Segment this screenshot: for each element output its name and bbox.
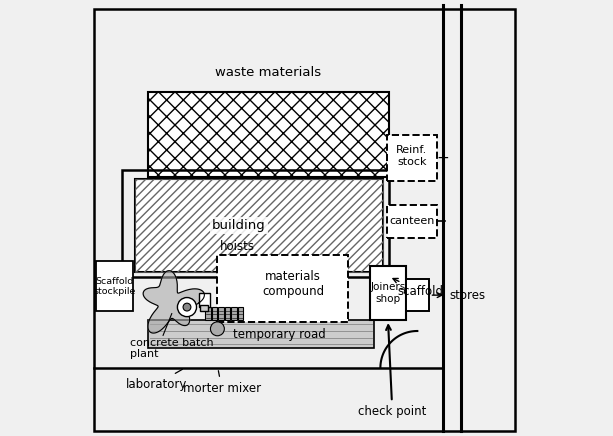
Bar [205, 307, 211, 320]
Bar [199, 293, 210, 307]
Text: laboratory: laboratory [126, 369, 187, 391]
Bar [148, 92, 389, 177]
Text: materials
compound: materials compound [262, 270, 324, 298]
Polygon shape [143, 271, 204, 333]
Text: stores: stores [432, 289, 485, 302]
Circle shape [177, 297, 197, 317]
Text: Scaffold
stockpile: Scaffold stockpile [93, 277, 135, 296]
Text: canteen: canteen [389, 216, 435, 226]
Circle shape [210, 322, 224, 336]
Text: check point: check point [358, 325, 427, 418]
Bar [218, 255, 348, 322]
Bar [135, 179, 383, 272]
Bar [135, 179, 383, 272]
Circle shape [183, 303, 191, 311]
Bar [238, 307, 243, 320]
Bar [200, 305, 208, 311]
Bar [225, 307, 230, 320]
Text: temporary road: temporary road [232, 328, 326, 341]
Text: building: building [212, 219, 266, 232]
Text: +: + [436, 151, 449, 166]
Bar [122, 170, 389, 277]
Text: hoists: hoists [219, 240, 254, 253]
Bar [387, 205, 437, 238]
Bar [231, 307, 237, 320]
Bar [218, 307, 224, 320]
Bar [387, 136, 437, 181]
Text: morter mixer: morter mixer [183, 371, 261, 395]
Bar [148, 92, 389, 177]
Bar [148, 320, 374, 348]
Text: waste materials: waste materials [215, 66, 322, 79]
Text: Reinf.
stock: Reinf. stock [396, 145, 427, 167]
Bar [370, 266, 406, 320]
Text: Joiners
shop: Joiners shop [370, 282, 406, 304]
Bar [96, 262, 132, 311]
Text: scaffold: scaffold [393, 279, 444, 298]
Text: concrete batch
plant: concrete batch plant [131, 337, 214, 359]
Bar [406, 279, 430, 311]
Bar [211, 307, 218, 320]
